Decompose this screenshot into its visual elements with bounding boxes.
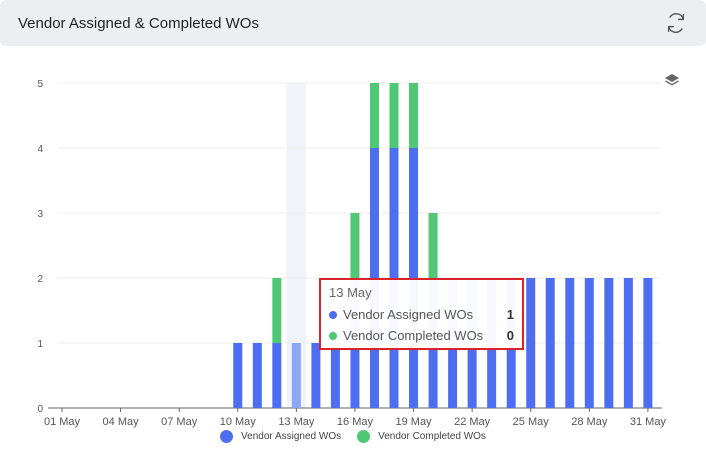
y-tick-label: 1 bbox=[37, 339, 43, 350]
x-tick-label: 16 May bbox=[337, 416, 374, 428]
bar-assigned bbox=[252, 343, 262, 408]
y-tick-label: 0 bbox=[37, 404, 43, 415]
bar-completed bbox=[272, 278, 282, 343]
x-tick-label: 25 May bbox=[513, 416, 550, 428]
bar-assigned bbox=[526, 278, 536, 408]
chart-tooltip: 13 May Vendor Assigned WOs 1 Vendor Comp… bbox=[319, 278, 524, 350]
x-tick-label: 10 May bbox=[220, 416, 257, 428]
refresh-icon[interactable] bbox=[664, 11, 688, 35]
x-tick-label: 31 May bbox=[630, 416, 667, 428]
bar-assigned bbox=[604, 278, 614, 408]
highlight-band bbox=[286, 83, 307, 408]
tooltip-label-completed: Vendor Completed WOs bbox=[343, 328, 484, 343]
bar-completed bbox=[369, 83, 379, 148]
tooltip-dot-completed bbox=[329, 331, 337, 340]
bar-assigned bbox=[330, 343, 340, 408]
bar-assigned bbox=[565, 278, 575, 408]
bar-assigned bbox=[291, 343, 301, 408]
legend-dot-assigned bbox=[220, 430, 234, 443]
x-tick-label: 22 May bbox=[454, 416, 491, 428]
x-tick-label: 19 May bbox=[396, 416, 433, 428]
y-tick-label: 4 bbox=[37, 144, 43, 155]
x-tick-label: 01 May bbox=[44, 416, 81, 428]
bar-completed bbox=[428, 213, 438, 278]
legend-label-completed: Vendor Completed WOs bbox=[378, 431, 486, 442]
x-tick-label: 04 May bbox=[103, 416, 140, 428]
y-tick-label: 3 bbox=[37, 209, 43, 220]
layers-icon[interactable] bbox=[664, 72, 682, 90]
x-tick-label: 07 May bbox=[161, 416, 198, 428]
stacked-bar-chart: 0 1 2 3 4 5 01 May 04 May 07 May 10 May 13 May 16 M… bbox=[37, 79, 667, 428]
tooltip-value-completed: 0 bbox=[506, 328, 514, 343]
legend-label-assigned: Vendor Assigned WOs bbox=[241, 431, 342, 442]
tooltip-value-assigned: 1 bbox=[506, 307, 514, 322]
bar-assigned bbox=[311, 343, 321, 408]
legend-item-completed[interactable]: Vendor Completed WOs bbox=[357, 430, 486, 443]
x-tick-label: 28 May bbox=[571, 416, 608, 428]
bar-completed bbox=[389, 83, 399, 148]
bar-assigned bbox=[584, 278, 594, 408]
card-header: Vendor Assigned & Completed WOs bbox=[0, 0, 706, 46]
bar-assigned bbox=[643, 278, 653, 408]
chart-legend: Vendor Assigned WOs Vendor Completed WOs bbox=[0, 430, 706, 443]
legend-item-assigned[interactable]: Vendor Assigned WOs bbox=[220, 430, 341, 443]
tooltip-row-completed: Vendor Completed WOs 0 bbox=[329, 325, 514, 346]
tooltip-label-assigned: Vendor Assigned WOs bbox=[343, 307, 474, 322]
bar-assigned bbox=[545, 278, 555, 408]
y-tick-label: 5 bbox=[37, 79, 43, 90]
bar-assigned bbox=[233, 343, 243, 408]
x-tick-label: 13 May bbox=[278, 416, 315, 428]
legend-dot-completed bbox=[357, 430, 371, 443]
tooltip-dot-assigned bbox=[329, 310, 337, 319]
tooltip-date: 13 May bbox=[329, 285, 372, 300]
bar-assigned bbox=[272, 343, 282, 408]
y-tick-label: 2 bbox=[37, 274, 43, 285]
card-title: Vendor Assigned & Completed WOs bbox=[18, 14, 259, 32]
tooltip-row-assigned: Vendor Assigned WOs 1 bbox=[329, 304, 514, 325]
bar-completed bbox=[350, 213, 360, 278]
bar-completed bbox=[409, 83, 419, 148]
bar-assigned bbox=[623, 278, 633, 408]
